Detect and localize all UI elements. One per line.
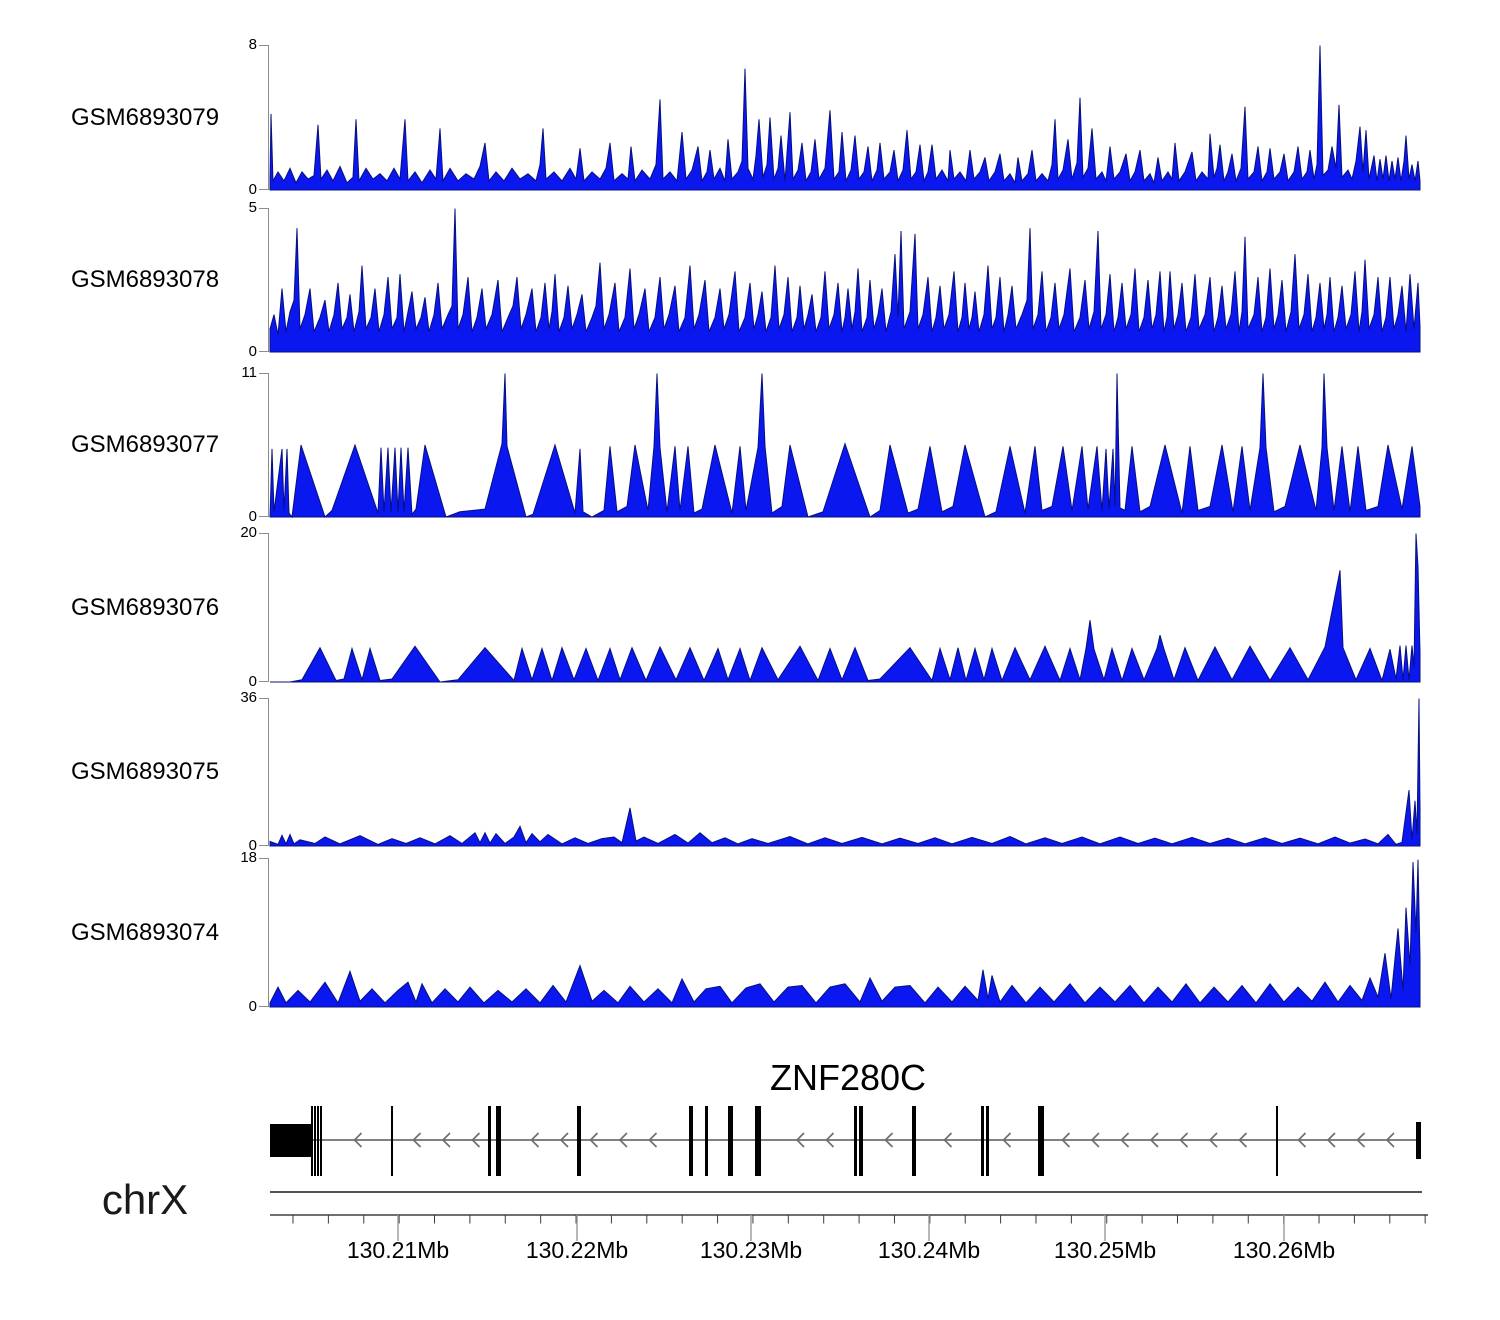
track-label-gsm6893075: GSM6893075	[70, 758, 220, 785]
axis-tick-label: 130.25Mb	[1053, 1237, 1157, 1263]
y-axis-top-tick	[259, 208, 268, 210]
y-axis-line	[268, 45, 270, 190]
y-axis-zero-label: 0	[248, 998, 257, 1015]
axis-tick-label: 130.21Mb	[346, 1237, 450, 1263]
genome-axis-ruler	[270, 1191, 1428, 1241]
strand-arrow-left-icon	[530, 1132, 540, 1148]
strand-arrow-left-icon	[795, 1132, 805, 1148]
strand-arrow-left-icon	[1120, 1132, 1130, 1148]
y-axis-bottom-tick	[259, 189, 268, 191]
gene-model-ZNF280C	[270, 1106, 1421, 1176]
y-axis-bottom-tick	[259, 351, 268, 353]
y-axis-zero-label: 0	[248, 181, 257, 198]
strand-arrow-left-icon	[559, 1132, 569, 1148]
y-axis-top-tick	[259, 373, 268, 375]
strand-arrow-left-icon	[1385, 1132, 1395, 1148]
track-label-gsm6893074: GSM6893074	[70, 919, 220, 946]
signal-area-GSM6893076	[270, 533, 1421, 683]
y-axis-bottom-tick	[259, 516, 268, 518]
strand-arrow-left-icon	[441, 1132, 451, 1148]
track-label-gsm6893079: GSM6893079	[70, 104, 220, 131]
y-axis-bottom-tick	[259, 845, 268, 847]
strand-arrow-left-icon	[1326, 1132, 1336, 1148]
signal-area-GSM6893074	[269, 859, 1421, 1008]
strand-arrow-left-icon	[825, 1132, 835, 1148]
strand-arrow-left-icon	[943, 1132, 953, 1148]
strand-arrow-left-icon	[1208, 1132, 1218, 1148]
strand-arrow-left-icon	[1238, 1132, 1248, 1148]
strand-arrow-left-icon	[589, 1132, 599, 1148]
strand-arrow-left-icon	[471, 1132, 481, 1148]
strand-arrow-left-icon	[1297, 1132, 1307, 1148]
gene-name-label: ZNF280C	[769, 1057, 927, 1098]
strand-arrow-left-icon	[1356, 1132, 1366, 1148]
y-axis-max-label: 11	[241, 364, 257, 381]
y-axis-line	[268, 373, 270, 517]
strand-arrow-left-icon	[618, 1132, 628, 1148]
axis-tick-label: 130.23Mb	[699, 1237, 803, 1263]
strand-arrow-left-icon	[1061, 1132, 1071, 1148]
track-label-gsm6893077: GSM6893077	[70, 431, 220, 458]
y-axis-zero-label: 0	[248, 673, 257, 690]
y-axis-zero-label: 0	[248, 837, 257, 854]
signal-area-GSM6893079	[269, 45, 1421, 191]
y-axis-line	[268, 208, 270, 352]
y-axis-top-tick	[259, 858, 268, 860]
signal-area-GSM6893075	[269, 698, 1421, 847]
y-axis-line	[268, 533, 270, 682]
signal-area-GSM6893077	[269, 373, 1421, 519]
y-axis-zero-label: 0	[248, 508, 257, 525]
y-axis-max-label: 5	[248, 199, 257, 216]
y-axis-max-label: 36	[240, 689, 257, 706]
strand-arrow-left-icon	[412, 1132, 422, 1148]
strand-arrow-left-icon	[884, 1132, 894, 1148]
y-axis-zero-label: 0	[248, 343, 257, 360]
y-axis-bottom-tick	[259, 1006, 268, 1008]
signal-area-GSM6893078	[269, 208, 1421, 353]
chromosome-label: chrX	[101, 1176, 189, 1223]
track-label-gsm6893076: GSM6893076	[70, 594, 220, 621]
y-axis-max-label: 8	[248, 36, 257, 53]
y-axis-top-tick	[259, 45, 268, 47]
strand-arrow-left-icon	[1090, 1132, 1100, 1148]
axis-tick-label: 130.24Mb	[877, 1237, 981, 1263]
track-label-gsm6893078: GSM6893078	[70, 266, 220, 293]
y-axis-bottom-tick	[259, 681, 268, 683]
strand-arrow-left-icon	[648, 1132, 658, 1148]
y-axis-max-label: 20	[240, 524, 257, 541]
strand-arrow-left-icon	[353, 1132, 363, 1148]
strand-arrow-left-icon	[1002, 1132, 1012, 1148]
axis-tick-label: 130.26Mb	[1232, 1237, 1336, 1263]
y-axis-max-label: 18	[240, 849, 257, 866]
y-axis-line	[268, 858, 270, 1007]
y-axis-top-tick	[259, 533, 268, 535]
axis-tick-label: 130.22Mb	[525, 1237, 629, 1263]
strand-arrow-left-icon	[1179, 1132, 1189, 1148]
y-axis-top-tick	[259, 698, 268, 700]
strand-arrow-left-icon	[1149, 1132, 1159, 1148]
y-axis-line	[268, 698, 270, 846]
